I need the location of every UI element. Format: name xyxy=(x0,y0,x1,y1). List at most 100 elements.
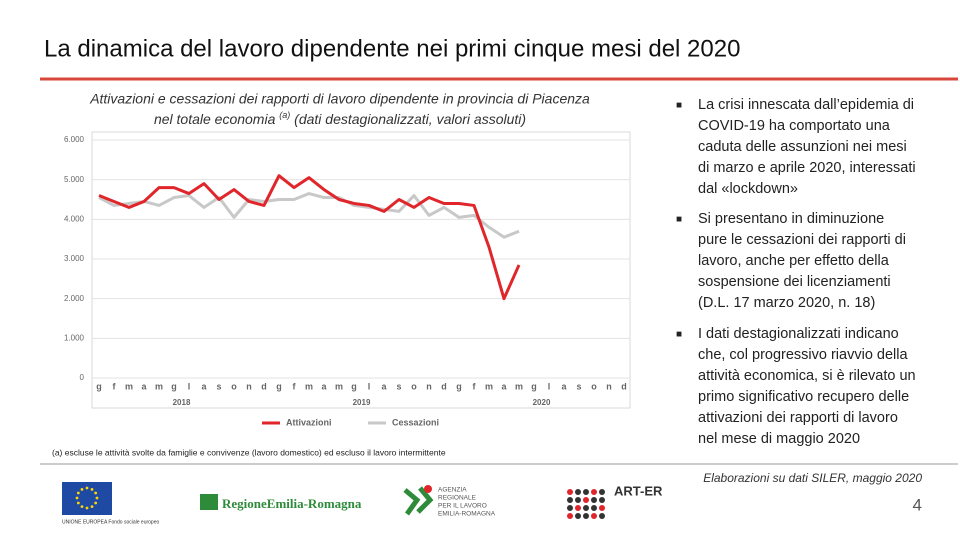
subtitle-text: (dati destagionalizzati, valori assoluti… xyxy=(294,111,526,127)
x-tick-label: g xyxy=(276,381,282,391)
region-logo-text: RegioneEmilia-Romagna xyxy=(222,496,362,511)
bullet-text: I dati destagionalizzati indicano che, c… xyxy=(698,326,916,447)
x-tick-label: l xyxy=(548,381,551,391)
x-tick-label: s xyxy=(216,381,221,391)
x-tick-label: d xyxy=(621,381,627,391)
eu-star xyxy=(94,491,98,495)
agency-logo-text: PER IL LAVORO xyxy=(438,503,487,510)
x-tick-label: g xyxy=(351,381,357,391)
x-tick-label: l xyxy=(368,381,371,391)
subtitle-text: nel totale economia xyxy=(154,111,276,127)
y-tick-label: 1.000 xyxy=(64,333,85,342)
x-tick-label: f xyxy=(293,381,297,391)
x-tick-label: g xyxy=(531,381,537,391)
y-tick-label: 4.000 xyxy=(64,214,85,223)
y-tick-label: 2.000 xyxy=(64,294,85,303)
eu-star xyxy=(90,487,94,491)
chart-subtitle: Attivazioni e cessazioni dei rapporti di… xyxy=(89,91,590,107)
eu-star xyxy=(85,506,89,510)
arter-logo-text: ART-ER xyxy=(614,483,663,498)
bullet-text: La crisi innescata dall’epidemia di COVI… xyxy=(698,97,916,197)
arter-dot xyxy=(599,513,605,519)
x-tick-label: a xyxy=(201,381,207,391)
bullet: ■ Si presentano in diminuzione pure le ce… xyxy=(676,209,916,314)
slide-title: La dinamica del lavoro dipendente nei pr… xyxy=(44,35,740,62)
y-tick-label: 3.000 xyxy=(64,254,85,263)
bullet-marker: ■ xyxy=(676,100,683,111)
arter-dot xyxy=(583,497,589,503)
bullet: ■ La crisi innescata dall’epidemia di COV… xyxy=(676,95,916,200)
x-tick-label: n xyxy=(426,381,432,391)
chart-subtitle: nel totale economia (a) (dati destagiona… xyxy=(154,107,526,127)
agency-logo-text: EMILIA-ROMAGNA xyxy=(438,511,496,518)
legend-label: Attivazioni xyxy=(286,417,332,427)
year-label: 2020 xyxy=(533,398,551,407)
series-line xyxy=(98,174,521,301)
x-tick-label: o xyxy=(231,381,237,391)
eu-stars xyxy=(75,486,99,510)
arter-dot xyxy=(567,505,573,511)
x-tick-label: o xyxy=(411,381,417,391)
bullet-marker: ■ xyxy=(676,329,683,340)
x-tick-label: o xyxy=(591,381,597,391)
eu-star xyxy=(80,505,84,509)
eu-star xyxy=(90,505,94,509)
x-tick-label: a xyxy=(561,381,567,391)
eu-star xyxy=(76,501,80,505)
footnote: (a) escluse le attività svolte da famigl… xyxy=(52,447,446,457)
arter-dot xyxy=(575,513,581,519)
eu-star xyxy=(94,501,98,505)
y-tick-label: 6.000 xyxy=(64,135,85,144)
agency-logo-text: AGENZIA xyxy=(438,487,467,494)
x-tick-label: f xyxy=(113,381,117,391)
arter-dot xyxy=(599,489,605,495)
x-tick-label: a xyxy=(141,381,147,391)
x-tick-label: n xyxy=(246,381,252,391)
arter-dot xyxy=(583,513,589,519)
agency-mark xyxy=(403,486,434,516)
arter-dot xyxy=(567,489,573,495)
x-tick-label: m xyxy=(305,381,313,391)
subtitle-sup: (a) xyxy=(279,110,290,120)
source: Elaborazioni su dati SILER, maggio 2020 xyxy=(703,471,922,485)
agency-dot xyxy=(424,485,432,493)
x-tick-label: g xyxy=(96,381,102,391)
y-tick-label: 5.000 xyxy=(64,175,85,184)
x-tick-label: g xyxy=(456,381,462,391)
x-tick-label: m xyxy=(335,381,343,391)
year-label: 2019 xyxy=(353,398,371,407)
x-tick-label: m xyxy=(125,381,133,391)
arter-dot xyxy=(591,497,597,503)
x-tick-label: m xyxy=(515,381,523,391)
arter-dot xyxy=(567,513,573,519)
eu-star xyxy=(76,491,80,495)
x-tick-label: s xyxy=(576,381,581,391)
arter-dot xyxy=(599,497,605,503)
arter-dot xyxy=(575,497,581,503)
bullet: ■ I dati destagionalizzati indicano che, … xyxy=(676,324,916,450)
arter-dot xyxy=(567,497,573,503)
region-mark xyxy=(200,494,218,510)
eu-star xyxy=(85,486,89,490)
eu-logo-text: UNIONE EUROPEA Fondo sociale europeo xyxy=(62,519,159,525)
x-tick-label: g xyxy=(171,381,177,391)
eu-star xyxy=(80,487,84,491)
x-tick-label: m xyxy=(485,381,493,391)
x-tick-label: d xyxy=(261,381,267,391)
eu-star xyxy=(95,496,99,500)
arter-dot xyxy=(575,489,581,495)
series-line xyxy=(98,192,520,239)
arter-dot xyxy=(599,505,605,511)
arter-dot xyxy=(591,513,597,519)
page-number: 4 xyxy=(913,495,922,514)
x-tick-label: s xyxy=(396,381,401,391)
x-tick-label: n xyxy=(606,381,612,391)
eu-star xyxy=(75,496,79,500)
legend-label: Cessazioni xyxy=(392,417,439,427)
x-tick-label: l xyxy=(188,381,191,391)
x-tick-label: d xyxy=(441,381,447,391)
arter-dot xyxy=(575,505,581,511)
x-tick-label: a xyxy=(381,381,387,391)
